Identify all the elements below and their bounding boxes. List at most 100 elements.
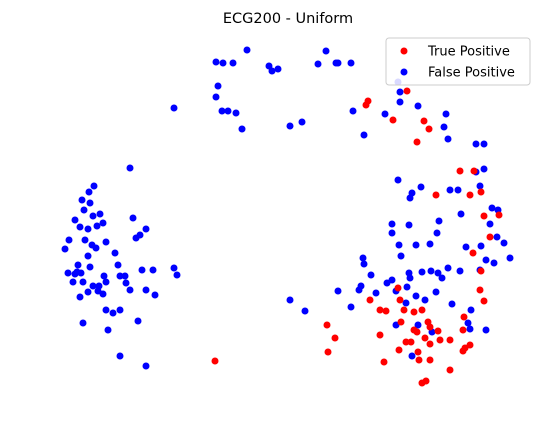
- point-true-positive-14: [486, 233, 494, 241]
- point-false-positive-120: [360, 260, 368, 268]
- point-false-positive-7: [274, 65, 282, 73]
- point-false-positive-147: [414, 321, 422, 329]
- point-false-positive-66: [116, 272, 124, 280]
- point-false-positive-32: [480, 140, 488, 148]
- point-false-positive-25: [360, 131, 368, 139]
- point-false-positive-125: [406, 274, 414, 282]
- point-false-positive-1: [322, 47, 330, 55]
- point-true-positive-15: [469, 249, 477, 257]
- point-false-positive-156: [480, 165, 488, 173]
- point-false-positive-14: [396, 88, 404, 96]
- point-true-positive-50: [459, 347, 467, 355]
- point-true-positive-11: [477, 188, 485, 196]
- point-true-positive-44: [426, 340, 434, 348]
- point-false-positive-47: [65, 236, 73, 244]
- point-false-positive-89: [104, 326, 112, 334]
- point-false-positive-150: [402, 299, 410, 307]
- point-false-positive-138: [448, 300, 456, 308]
- point-true-positive-32: [426, 323, 434, 331]
- point-false-positive-88: [79, 319, 87, 327]
- legend-label-false-positive: False Positive: [428, 66, 515, 81]
- point-false-positive-98: [454, 186, 462, 194]
- point-false-positive-65: [73, 268, 81, 276]
- point-false-positive-80: [151, 291, 159, 299]
- point-false-positive-61: [64, 269, 72, 277]
- point-true-positive-26: [410, 308, 418, 316]
- point-false-positive-144: [301, 307, 309, 315]
- point-false-positive-40: [71, 216, 79, 224]
- point-false-positive-127: [427, 267, 435, 275]
- point-false-positive-74: [99, 290, 107, 298]
- point-false-positive-57: [111, 249, 119, 257]
- point-false-positive-76: [126, 286, 134, 294]
- chart-title: ECG200 - Uniform: [223, 11, 353, 27]
- point-false-positive-8: [314, 60, 322, 68]
- point-false-positive-108: [395, 241, 403, 249]
- point-true-positive-16: [477, 267, 485, 275]
- point-false-positive-53: [142, 225, 150, 233]
- point-false-positive-34: [90, 182, 98, 190]
- point-true-positive-13: [495, 211, 503, 219]
- point-false-positive-91: [116, 352, 124, 360]
- point-false-positive-36: [78, 196, 86, 204]
- point-true-positive-36: [459, 326, 467, 334]
- point-true-positive-6: [413, 138, 421, 146]
- point-false-positive-55: [88, 241, 96, 249]
- point-false-positive-107: [388, 229, 396, 237]
- point-true-positive-8: [470, 167, 478, 175]
- point-true-positive-25: [418, 306, 426, 314]
- point-true-positive-19: [366, 296, 374, 304]
- point-false-positive-101: [486, 220, 494, 228]
- point-false-positive-26: [381, 110, 389, 118]
- point-false-positive-77: [138, 266, 146, 274]
- point-true-positive-47: [324, 348, 332, 356]
- point-false-positive-84: [76, 293, 84, 301]
- point-false-positive-17: [218, 107, 226, 115]
- point-false-positive-37: [86, 199, 94, 207]
- point-false-positive-92: [142, 362, 150, 370]
- point-true-positive-56: [422, 377, 430, 385]
- point-false-positive-42: [93, 222, 101, 230]
- point-true-positive-9: [432, 191, 440, 199]
- point-false-positive-146: [372, 289, 380, 297]
- point-true-positive-23: [382, 307, 390, 315]
- point-false-positive-126: [418, 268, 426, 276]
- point-true-positive-24: [400, 306, 408, 314]
- point-false-positive-102: [493, 233, 501, 241]
- point-true-positive-35: [434, 327, 442, 335]
- point-false-positive-141: [482, 326, 490, 334]
- legend-box: [385, 37, 531, 86]
- legend-marker-true-positive: [400, 47, 408, 55]
- plot-area: [61, 46, 514, 387]
- point-true-positive-18: [476, 286, 484, 294]
- point-false-positive-23: [286, 122, 294, 130]
- point-false-positive-33: [126, 164, 134, 172]
- point-false-positive-11: [347, 59, 355, 67]
- point-true-positive-0: [403, 87, 411, 95]
- point-false-positive-75: [84, 288, 92, 296]
- point-false-positive-86: [109, 309, 117, 317]
- point-false-positive-18: [224, 107, 232, 115]
- point-false-positive-97: [446, 186, 454, 194]
- point-false-positive-72: [89, 282, 97, 290]
- point-false-positive-16: [396, 98, 404, 106]
- point-false-positive-54: [132, 234, 140, 242]
- point-false-positive-87: [116, 306, 124, 314]
- point-false-positive-118: [397, 252, 405, 260]
- point-false-positive-0: [243, 46, 251, 54]
- point-false-positive-45: [99, 219, 107, 227]
- point-true-positive-42: [407, 338, 415, 346]
- point-true-positive-43: [414, 348, 422, 356]
- point-true-positive-38: [436, 336, 444, 344]
- point-false-positive-109: [433, 229, 441, 237]
- point-true-positive-41: [402, 338, 410, 346]
- point-true-positive-20: [396, 296, 404, 304]
- point-false-positive-113: [477, 242, 485, 250]
- point-false-positive-81: [170, 264, 178, 272]
- point-false-positive-121: [367, 271, 375, 279]
- point-false-positive-95: [406, 194, 414, 202]
- point-false-positive-132: [383, 279, 391, 287]
- point-false-positive-112: [462, 243, 470, 251]
- point-false-positive-96: [417, 183, 425, 191]
- point-false-positive-130: [334, 287, 342, 295]
